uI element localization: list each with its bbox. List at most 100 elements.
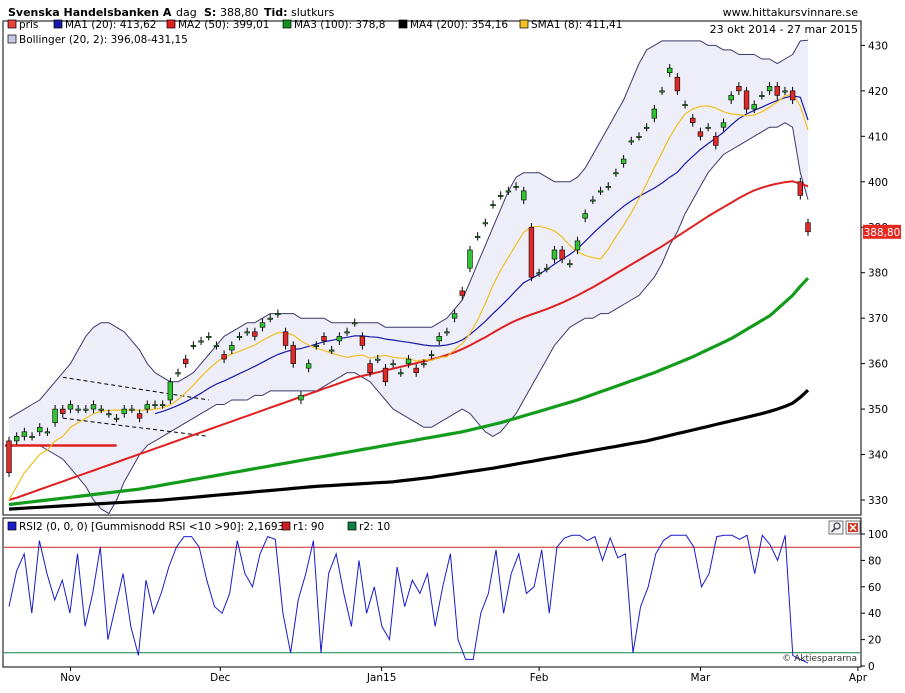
channel-upper-line [62, 376, 209, 401]
y-tick-label: 400 [868, 177, 888, 189]
last-price-label: 388,80 [864, 227, 901, 239]
candle [505, 186, 512, 195]
candle [29, 432, 35, 441]
candle [551, 245, 558, 264]
candle [582, 209, 588, 223]
candle [590, 195, 596, 205]
x-tick-label: Apr [849, 672, 868, 684]
candle [259, 318, 266, 332]
candle [428, 350, 435, 359]
legend-item: SMA1 (8): 411,41 [519, 19, 622, 31]
candle [6, 436, 12, 477]
legend-label: Bollinger (20, 2): 396,08-431,15 [19, 34, 188, 46]
candle [37, 423, 43, 436]
candle [252, 327, 258, 341]
legend-item: MA2 (50): 399,01 [166, 19, 269, 31]
candle [574, 236, 581, 255]
candle [544, 264, 550, 273]
legend-swatch [7, 19, 17, 29]
candle [52, 404, 58, 427]
rsi-y-tick-label: 20 [868, 635, 881, 647]
legend-swatch [7, 34, 17, 44]
candle [198, 336, 204, 345]
candle [567, 259, 573, 268]
candle [359, 332, 366, 350]
candle [282, 327, 289, 350]
site-url[interactable]: www.hittakursvinnare.se [723, 6, 859, 19]
candle [613, 168, 619, 177]
candle [597, 186, 604, 195]
header-bar: Svenska Handelsbanken A - dag S: 388,80 … [8, 6, 858, 19]
rsi-y-tick-label: 100 [868, 529, 888, 541]
legend-swatch [53, 19, 63, 29]
candle [206, 332, 212, 341]
candle [528, 223, 535, 282]
rsi-legend-item: r1: 90 [281, 521, 324, 533]
channel-lower-line [62, 417, 209, 437]
candle [474, 232, 481, 241]
candle [620, 154, 627, 168]
legend-item: MA4 (200): 354,16 [398, 19, 508, 31]
candle [674, 73, 681, 95]
candle [44, 427, 51, 436]
legend-label: pris [19, 19, 38, 31]
candle [290, 341, 296, 368]
price-y-axis: 330340350360370380390400410420430 [861, 40, 888, 507]
candle [328, 345, 335, 355]
candle [21, 427, 28, 441]
candle [190, 341, 197, 350]
candle [83, 404, 89, 414]
rsi-legend-item: r2: 10 [347, 521, 390, 533]
candle [451, 309, 458, 323]
ma1-line [154, 95, 809, 415]
x-tick-label: Nov [60, 672, 81, 684]
candle [490, 200, 496, 209]
y-tick-label: 380 [868, 268, 888, 280]
legend-label: RSI2 (0, 0, 0) [Gummisnodd RSI <10 >90]:… [19, 521, 284, 533]
candle [183, 354, 189, 368]
candle [682, 100, 688, 109]
bollinger-upper-line [8, 39, 809, 419]
candle [136, 409, 143, 423]
candle [159, 400, 166, 409]
legend-label: MA3 (100): 378,8 [294, 19, 385, 31]
magnifier-icon[interactable] [828, 520, 844, 535]
candle [336, 332, 343, 345]
candle [90, 400, 97, 414]
rsi-legend-item: RSI2 (0, 0, 0) [Gummisnodd RSI <10 >90]:… [7, 521, 284, 533]
legend-label: SMA1 (8): 411,41 [531, 19, 622, 31]
candle [321, 332, 327, 345]
ma4-line [8, 389, 810, 511]
candle [605, 182, 611, 191]
candle [398, 368, 404, 377]
legend-swatch [282, 19, 292, 29]
candle [221, 350, 227, 364]
candle [267, 314, 273, 323]
legend-item: MA3 (100): 378,8 [282, 19, 385, 31]
legend-swatch [166, 19, 176, 29]
candle [728, 91, 734, 105]
candle [521, 186, 527, 205]
rsi-y-axis: 0 20 40 60 80 100 [861, 529, 888, 673]
candle [536, 268, 542, 277]
candle [751, 100, 757, 114]
close-icon[interactable] [845, 520, 861, 535]
candle [697, 127, 704, 141]
candle [152, 400, 158, 409]
candle [459, 286, 465, 300]
y-tick-label: 370 [868, 313, 888, 325]
y-tick-label: 360 [868, 359, 888, 371]
candle [705, 123, 711, 132]
candle [213, 341, 220, 350]
candle [759, 91, 765, 100]
candle [413, 364, 419, 377]
candle [436, 332, 442, 345]
candle [789, 86, 796, 105]
candle [175, 368, 181, 377]
candle [344, 327, 350, 336]
y-tick-label: 330 [868, 495, 888, 507]
candle [144, 400, 150, 414]
legend-swatch [281, 521, 291, 531]
rsi-y-tick-label: 60 [868, 582, 881, 594]
candle [482, 218, 489, 227]
